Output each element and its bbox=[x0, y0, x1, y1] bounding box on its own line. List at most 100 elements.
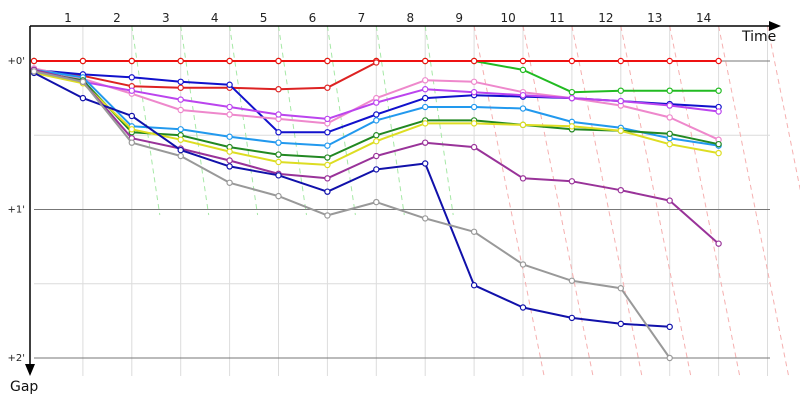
x-tick-label: 14 bbox=[696, 11, 711, 25]
data-point bbox=[128, 87, 135, 94]
data-point bbox=[373, 166, 380, 173]
data-point bbox=[617, 186, 625, 194]
data-point bbox=[617, 57, 625, 65]
data-point bbox=[519, 66, 527, 74]
x-tick-label: 2 bbox=[113, 11, 121, 25]
data-point bbox=[666, 57, 673, 65]
pit-line-green bbox=[180, 25, 210, 216]
data-point bbox=[666, 87, 673, 94]
data-point bbox=[470, 120, 478, 127]
series-line bbox=[33, 72, 670, 328]
data-point bbox=[470, 88, 478, 96]
data-point bbox=[79, 57, 87, 65]
data-point bbox=[177, 57, 184, 65]
data-point bbox=[373, 132, 380, 139]
data-point bbox=[324, 188, 331, 195]
data-point bbox=[275, 111, 282, 118]
data-point bbox=[715, 108, 722, 115]
x-tick-label: 7 bbox=[358, 11, 366, 25]
data-point bbox=[275, 139, 282, 146]
data-point bbox=[715, 240, 722, 247]
data-point bbox=[519, 175, 527, 182]
data-point bbox=[226, 57, 233, 65]
data-point bbox=[324, 175, 331, 182]
data-point bbox=[324, 84, 331, 91]
data-point bbox=[666, 102, 673, 109]
data-point bbox=[422, 94, 429, 102]
x-tick-label: 9 bbox=[455, 11, 463, 25]
data-point bbox=[324, 142, 331, 149]
data-point bbox=[422, 86, 429, 93]
data-point bbox=[177, 84, 184, 91]
data-point bbox=[373, 152, 380, 160]
data-point bbox=[373, 111, 380, 118]
data-point bbox=[568, 94, 576, 102]
data-point bbox=[422, 215, 429, 222]
x-tick-label: 10 bbox=[500, 11, 515, 25]
data-point bbox=[470, 228, 478, 235]
data-point bbox=[617, 97, 625, 105]
data-point bbox=[226, 81, 233, 88]
data-point bbox=[666, 323, 673, 331]
x-axis-arrow bbox=[769, 21, 781, 31]
pit-line-green bbox=[326, 25, 356, 216]
data-point bbox=[226, 103, 233, 111]
data-point bbox=[568, 57, 576, 65]
data-point bbox=[470, 282, 478, 289]
data-point bbox=[324, 212, 331, 219]
data-point bbox=[275, 86, 282, 93]
data-point bbox=[373, 137, 380, 145]
pit-line-red bbox=[669, 25, 741, 377]
data-point bbox=[422, 57, 429, 65]
data-point bbox=[519, 261, 527, 268]
data-point bbox=[422, 139, 429, 146]
data-point bbox=[715, 87, 722, 94]
x-tick-label: 3 bbox=[162, 11, 170, 25]
pit-line-red bbox=[473, 25, 545, 377]
data-point bbox=[373, 99, 380, 106]
data-point bbox=[568, 277, 576, 284]
data-point bbox=[568, 88, 576, 96]
x-tick-label: 13 bbox=[647, 11, 662, 25]
series-lines bbox=[30, 57, 722, 362]
pit-line-green bbox=[375, 25, 405, 216]
pit-line-red bbox=[767, 25, 800, 192]
pit-line-green bbox=[131, 25, 161, 216]
data-point bbox=[422, 103, 429, 111]
data-point bbox=[275, 172, 282, 179]
data-point bbox=[177, 96, 184, 103]
y-axis-arrow bbox=[25, 364, 35, 376]
data-point bbox=[715, 140, 722, 148]
data-point bbox=[128, 139, 135, 146]
data-point bbox=[422, 120, 429, 127]
data-point bbox=[568, 314, 576, 322]
x-tick-labels: 1 2 3 4 5 6 7 8 9 10 11 12 13 14 bbox=[64, 11, 711, 25]
data-point bbox=[519, 57, 527, 65]
data-point bbox=[666, 130, 673, 137]
data-point bbox=[470, 103, 478, 111]
data-point bbox=[177, 136, 184, 143]
data-point bbox=[275, 192, 282, 200]
y-axis-label: Gap bbox=[10, 379, 38, 395]
axes bbox=[25, 21, 781, 376]
x-tick-label: 8 bbox=[406, 11, 414, 25]
data-point bbox=[422, 77, 429, 84]
x-tick-label: 5 bbox=[260, 11, 268, 25]
x-tick-label: 12 bbox=[598, 11, 613, 25]
data-point bbox=[666, 114, 673, 121]
data-point bbox=[568, 178, 576, 185]
data-point bbox=[715, 57, 722, 65]
data-point bbox=[666, 197, 673, 204]
data-point bbox=[226, 111, 233, 118]
pit-line-green bbox=[424, 25, 454, 216]
y-tick-label: +0' bbox=[8, 56, 26, 67]
data-point bbox=[324, 161, 331, 169]
data-point bbox=[226, 133, 233, 140]
data-point bbox=[324, 115, 331, 123]
x-tick-label: 6 bbox=[309, 11, 317, 25]
pit-line-red bbox=[620, 25, 692, 377]
data-point bbox=[177, 152, 184, 160]
data-point bbox=[30, 57, 38, 65]
y-tick-label: +1' bbox=[8, 205, 26, 216]
